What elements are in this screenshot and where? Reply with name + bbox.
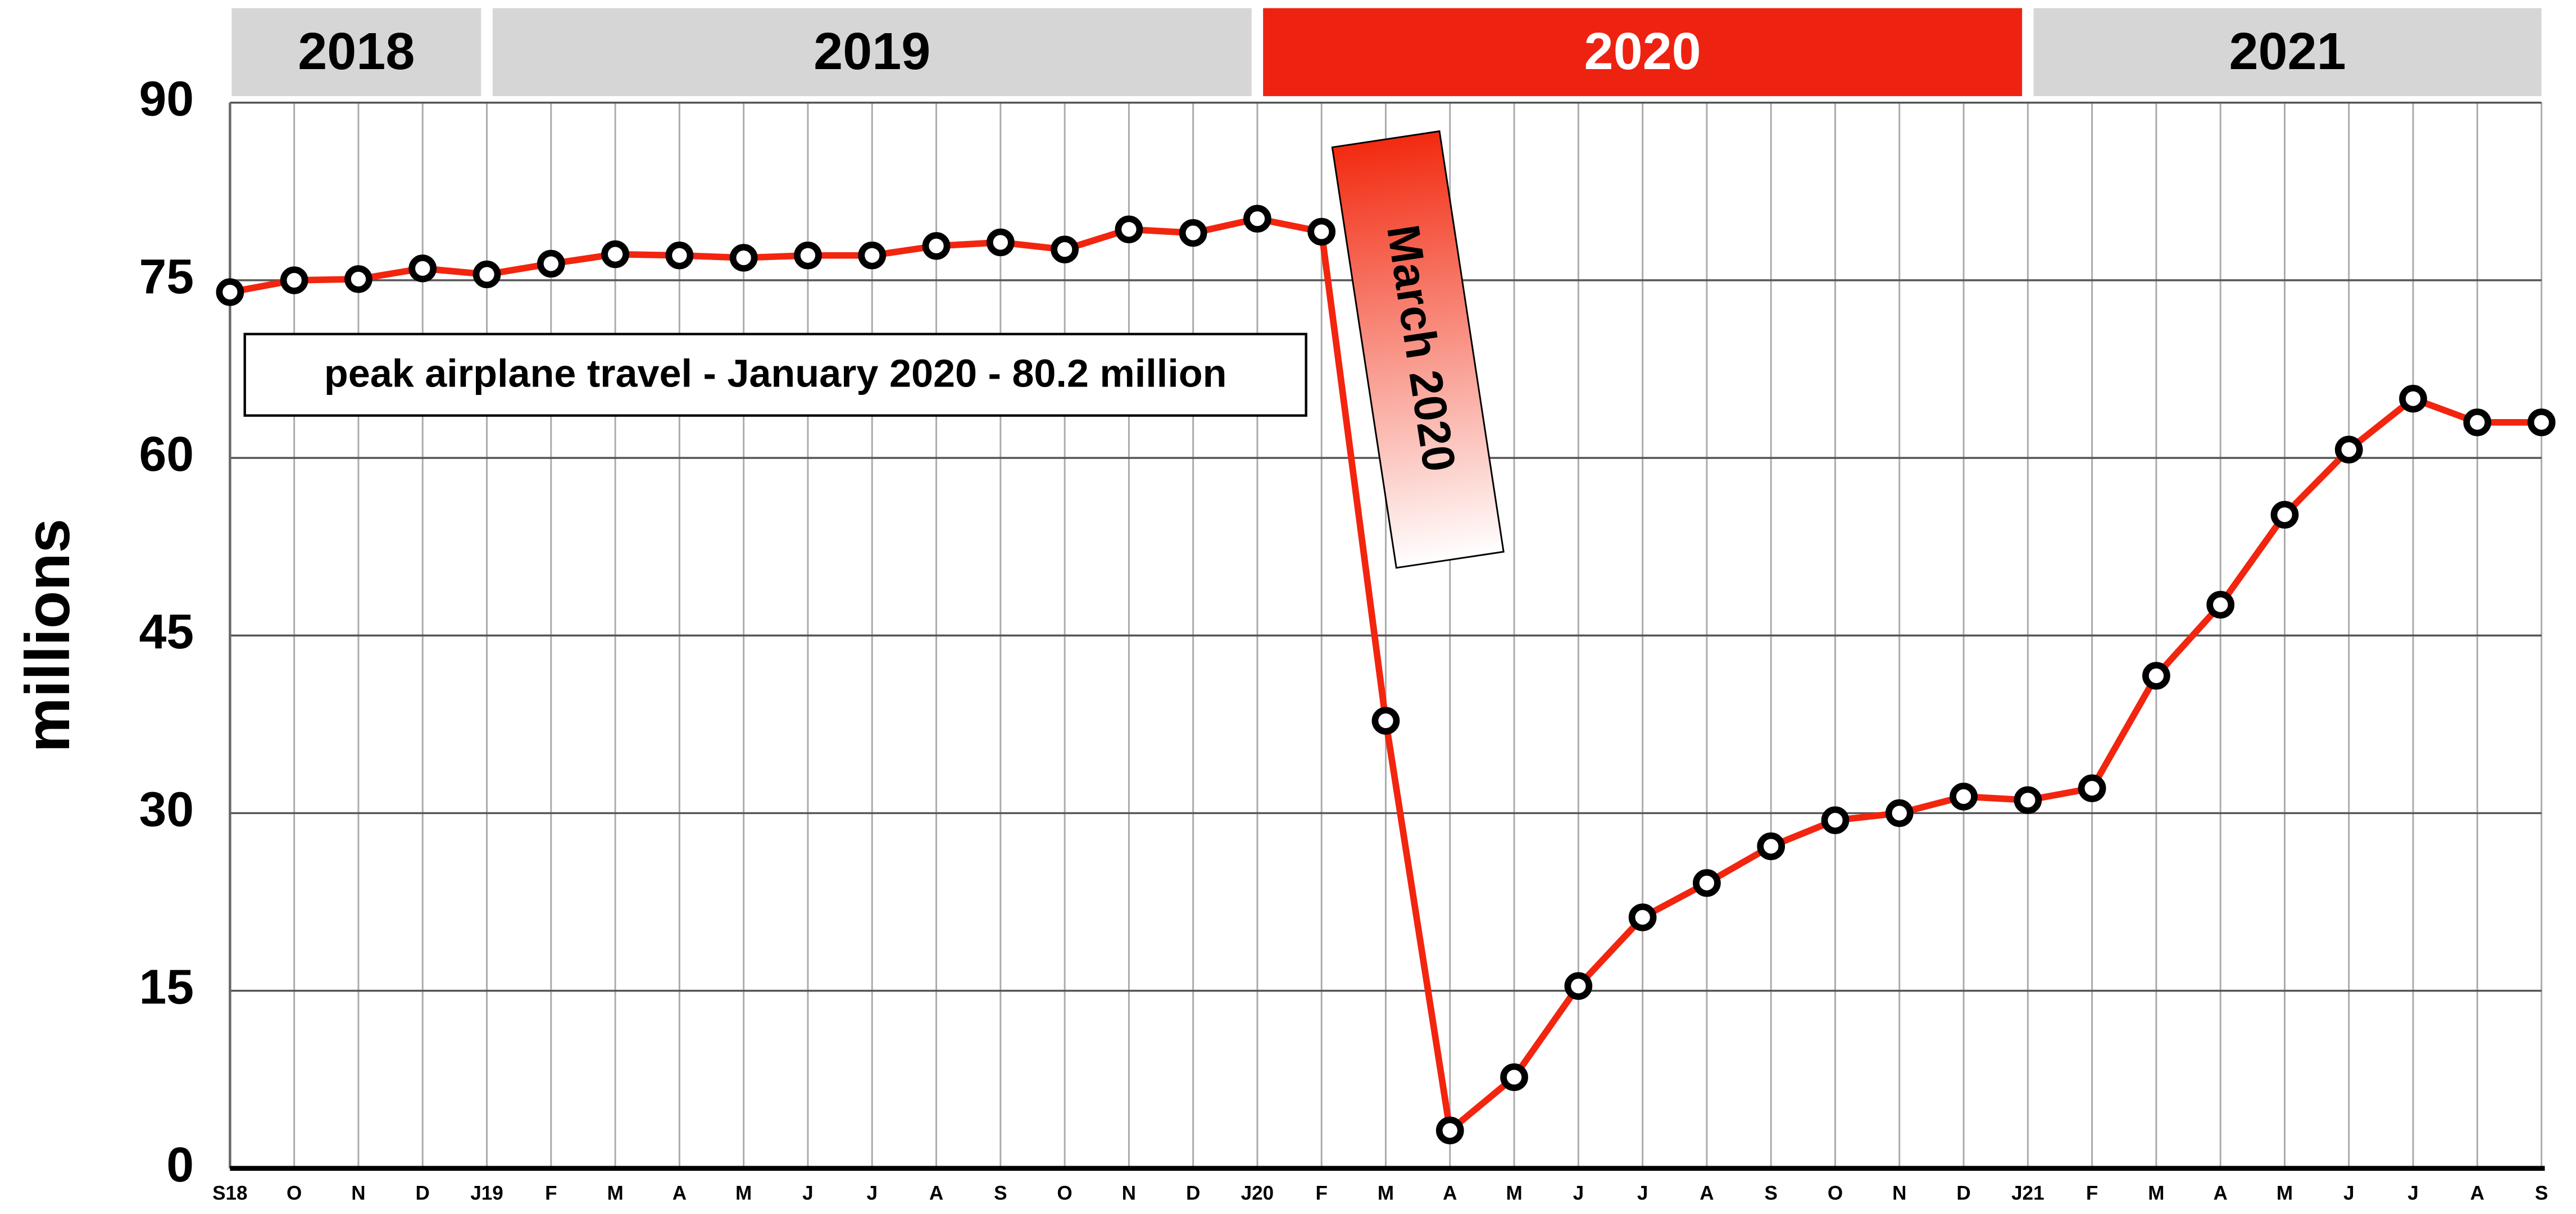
x-tick-label: A <box>929 1183 943 1204</box>
data-point <box>473 260 501 289</box>
data-point <box>216 278 244 306</box>
x-tick-label: A <box>1700 1183 1714 1204</box>
x-tick-label: J21 <box>2011 1183 2045 1204</box>
x-tick-label: J <box>1573 1183 1584 1204</box>
y-tick-label: 90 <box>139 71 194 126</box>
x-tick-label: M <box>735 1183 752 1204</box>
data-point <box>1821 806 1850 834</box>
x-tick-label: O <box>1057 1183 1072 1204</box>
x-tick-label: D <box>416 1183 430 1204</box>
x-tick-label: O <box>1828 1183 1843 1204</box>
x-tick-label: S <box>994 1183 1007 1204</box>
year-label: 2020 <box>1584 22 1701 80</box>
data-point <box>665 241 694 270</box>
data-point <box>922 232 951 260</box>
data-point <box>2206 590 2235 619</box>
data-point <box>1693 869 1721 897</box>
year-label: 2018 <box>298 22 415 80</box>
year-band <box>231 8 481 97</box>
data-point <box>1628 903 1657 931</box>
x-tick-label: J <box>866 1183 878 1204</box>
x-tick-label: M <box>2148 1183 2164 1204</box>
data-point <box>2463 408 2492 437</box>
year-band <box>1263 8 2023 97</box>
data-point <box>2142 662 2170 690</box>
y-tick-label: 15 <box>139 960 194 1015</box>
x-tick-label: N <box>1892 1183 1906 1204</box>
x-tick-label: M <box>1378 1183 1394 1204</box>
x-tick-label: F <box>545 1183 557 1204</box>
data-point <box>344 265 372 293</box>
x-tick-label: F <box>2086 1183 2098 1204</box>
data-point <box>858 241 887 270</box>
data-point <box>1757 832 1786 861</box>
x-tick-label: O <box>287 1183 302 1204</box>
data-point <box>537 249 565 278</box>
data-point <box>2527 408 2556 437</box>
data-point <box>1885 799 1914 827</box>
data-point <box>1051 235 1079 263</box>
annotation: peak airplane travel - January 2020 - 80… <box>324 352 1227 395</box>
x-tick-label: S <box>2535 1183 2548 1204</box>
x-tick-label: A <box>2470 1183 2484 1204</box>
y-tick-label: 60 <box>139 426 194 481</box>
x-tick-label: J <box>2343 1183 2355 1204</box>
callout-box <box>1331 130 1505 569</box>
callout: March 2020 <box>1331 130 1505 569</box>
x-tick-label: J <box>2407 1183 2419 1204</box>
y-tick-label: 0 <box>166 1137 194 1192</box>
x-tick-label: D <box>1186 1183 1200 1204</box>
data-point <box>408 254 437 283</box>
data-point <box>601 240 629 269</box>
x-tick-label: M <box>607 1183 623 1204</box>
data-point <box>280 266 308 294</box>
x-tick-label: M <box>1506 1183 1522 1204</box>
data-point <box>1179 219 1207 247</box>
data-point <box>1950 783 1978 811</box>
data-point <box>2078 774 2106 802</box>
data-point <box>1500 1063 1528 1092</box>
year-label: 2021 <box>2229 22 2346 80</box>
data-point <box>1435 1116 1464 1144</box>
x-tick-label: J20 <box>1241 1183 1274 1204</box>
data-point <box>2334 435 2363 463</box>
x-tick-label: S <box>1764 1183 1777 1204</box>
data-point <box>2014 786 2042 814</box>
data-point <box>2270 501 2299 529</box>
y-tick-label: 30 <box>139 782 194 837</box>
year-band <box>492 8 1252 97</box>
y-tick-label: 75 <box>139 249 194 304</box>
x-tick-label: A <box>2214 1183 2228 1204</box>
x-tick-label: F <box>1315 1183 1327 1204</box>
data-point <box>986 228 1015 257</box>
x-tick-label: A <box>1443 1183 1457 1204</box>
x-tick-label: N <box>351 1183 365 1204</box>
data-point <box>729 244 758 272</box>
x-tick-label: J19 <box>470 1183 503 1204</box>
year-label: 2019 <box>814 22 930 80</box>
x-tick-label: M <box>2277 1183 2293 1204</box>
data-point <box>1371 707 1400 735</box>
x-tick-label: J <box>1637 1183 1648 1204</box>
data-point <box>1564 972 1593 1000</box>
x-tick-label: S18 <box>212 1183 247 1204</box>
data-point <box>1115 215 1143 243</box>
data-point <box>794 241 822 270</box>
annotation-box <box>243 333 1307 417</box>
year-band <box>2033 8 2542 97</box>
x-tick-label: J <box>802 1183 814 1204</box>
x-tick-label: N <box>1122 1183 1136 1204</box>
data-point <box>1307 217 1336 246</box>
x-tick-label: D <box>1956 1183 1970 1204</box>
x-tick-label: A <box>673 1183 687 1204</box>
data-point <box>2399 385 2427 413</box>
data-point <box>1243 204 1271 233</box>
y-tick-label: 45 <box>139 604 194 660</box>
y-axis-label: millions <box>13 519 83 752</box>
